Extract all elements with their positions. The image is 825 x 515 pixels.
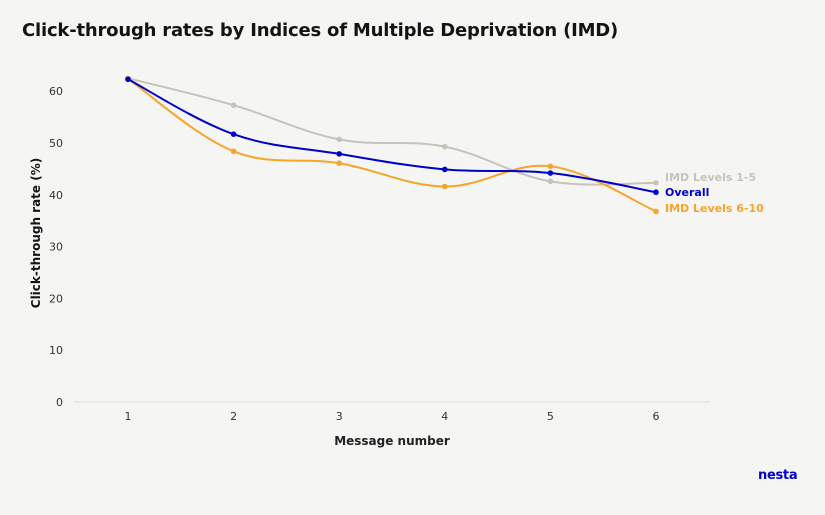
data-point [653, 180, 659, 186]
series-label: Overall [665, 186, 709, 199]
series-layer: IMD Levels 1-5 IMD Levels 6-10 Overall [125, 75, 764, 215]
series-line [127, 78, 657, 194]
x-tick-label: 6 [653, 410, 660, 423]
chart-title: Click-through rates by Indices of Multip… [22, 20, 619, 41]
y-tick-label: 20 [49, 292, 63, 305]
y-tick-label: 60 [49, 85, 63, 98]
x-tick-label: 2 [230, 410, 237, 423]
data-point [230, 148, 237, 155]
data-point [442, 166, 448, 173]
series-line [127, 77, 657, 213]
x-tick-label: 1 [125, 410, 132, 423]
x-tick-label: 5 [547, 410, 554, 423]
data-point [336, 151, 343, 157]
x-axis-label: Message number [334, 434, 450, 448]
data-point [442, 143, 448, 150]
y-tick-label: 0 [56, 396, 63, 409]
data-point [125, 76, 131, 83]
series-line [127, 77, 657, 186]
y-axis-label: Click-through rate (%) [29, 158, 43, 308]
x-tick-label: 4 [441, 410, 448, 423]
data-point [547, 170, 554, 176]
y-tick-label: 40 [49, 189, 63, 202]
axes-layer: 0 10 20 30 40 50 60 1 2 3 4 5 6 [49, 85, 710, 423]
nesta-logo: nesta [758, 468, 798, 483]
y-tick-label: 10 [49, 344, 63, 357]
series-label: IMD Levels 6-10 [665, 202, 764, 215]
series-label: IMD Levels 1-5 [665, 171, 756, 184]
data-point [336, 136, 343, 143]
data-point [336, 160, 343, 167]
data-point [547, 163, 554, 170]
x-tick-label: 3 [336, 410, 343, 423]
data-point [547, 178, 554, 185]
data-point [653, 189, 659, 196]
y-tick-label: 30 [49, 241, 63, 254]
data-point [230, 102, 237, 108]
data-point [442, 183, 448, 190]
data-point [653, 208, 659, 215]
y-tick-label: 50 [49, 137, 63, 150]
data-point [230, 131, 237, 137]
